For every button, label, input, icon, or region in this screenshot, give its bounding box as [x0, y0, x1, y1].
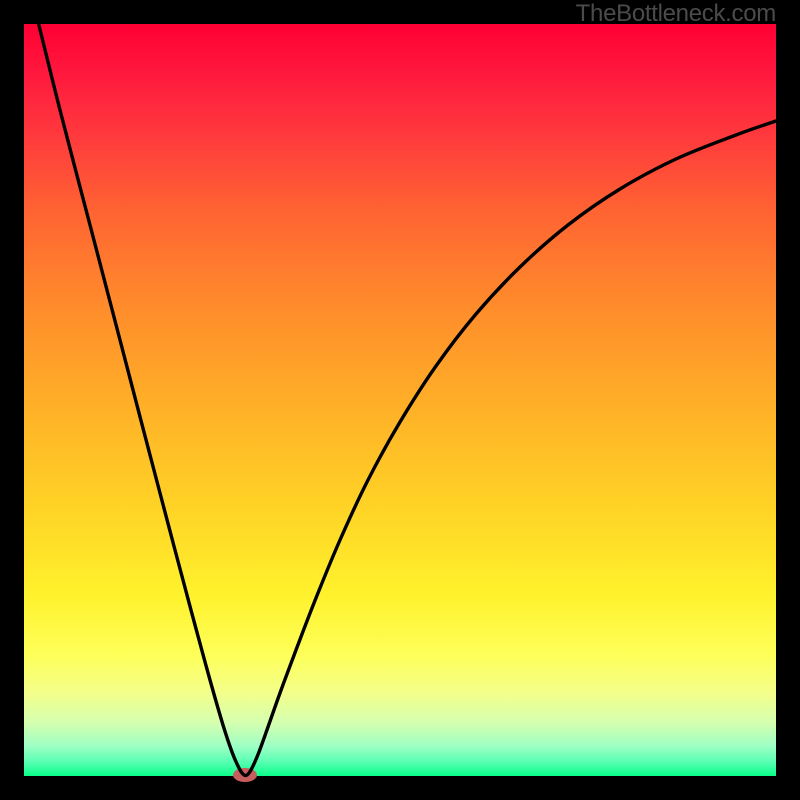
watermark-text: TheBottleneck.com	[576, 0, 776, 28]
figure-root: TheBottleneck.com	[0, 0, 800, 800]
bottleneck-curve	[33, 1, 776, 776]
bottleneck-marker	[233, 768, 257, 782]
plot-area	[0, 0, 800, 800]
plot-svg	[0, 0, 800, 800]
